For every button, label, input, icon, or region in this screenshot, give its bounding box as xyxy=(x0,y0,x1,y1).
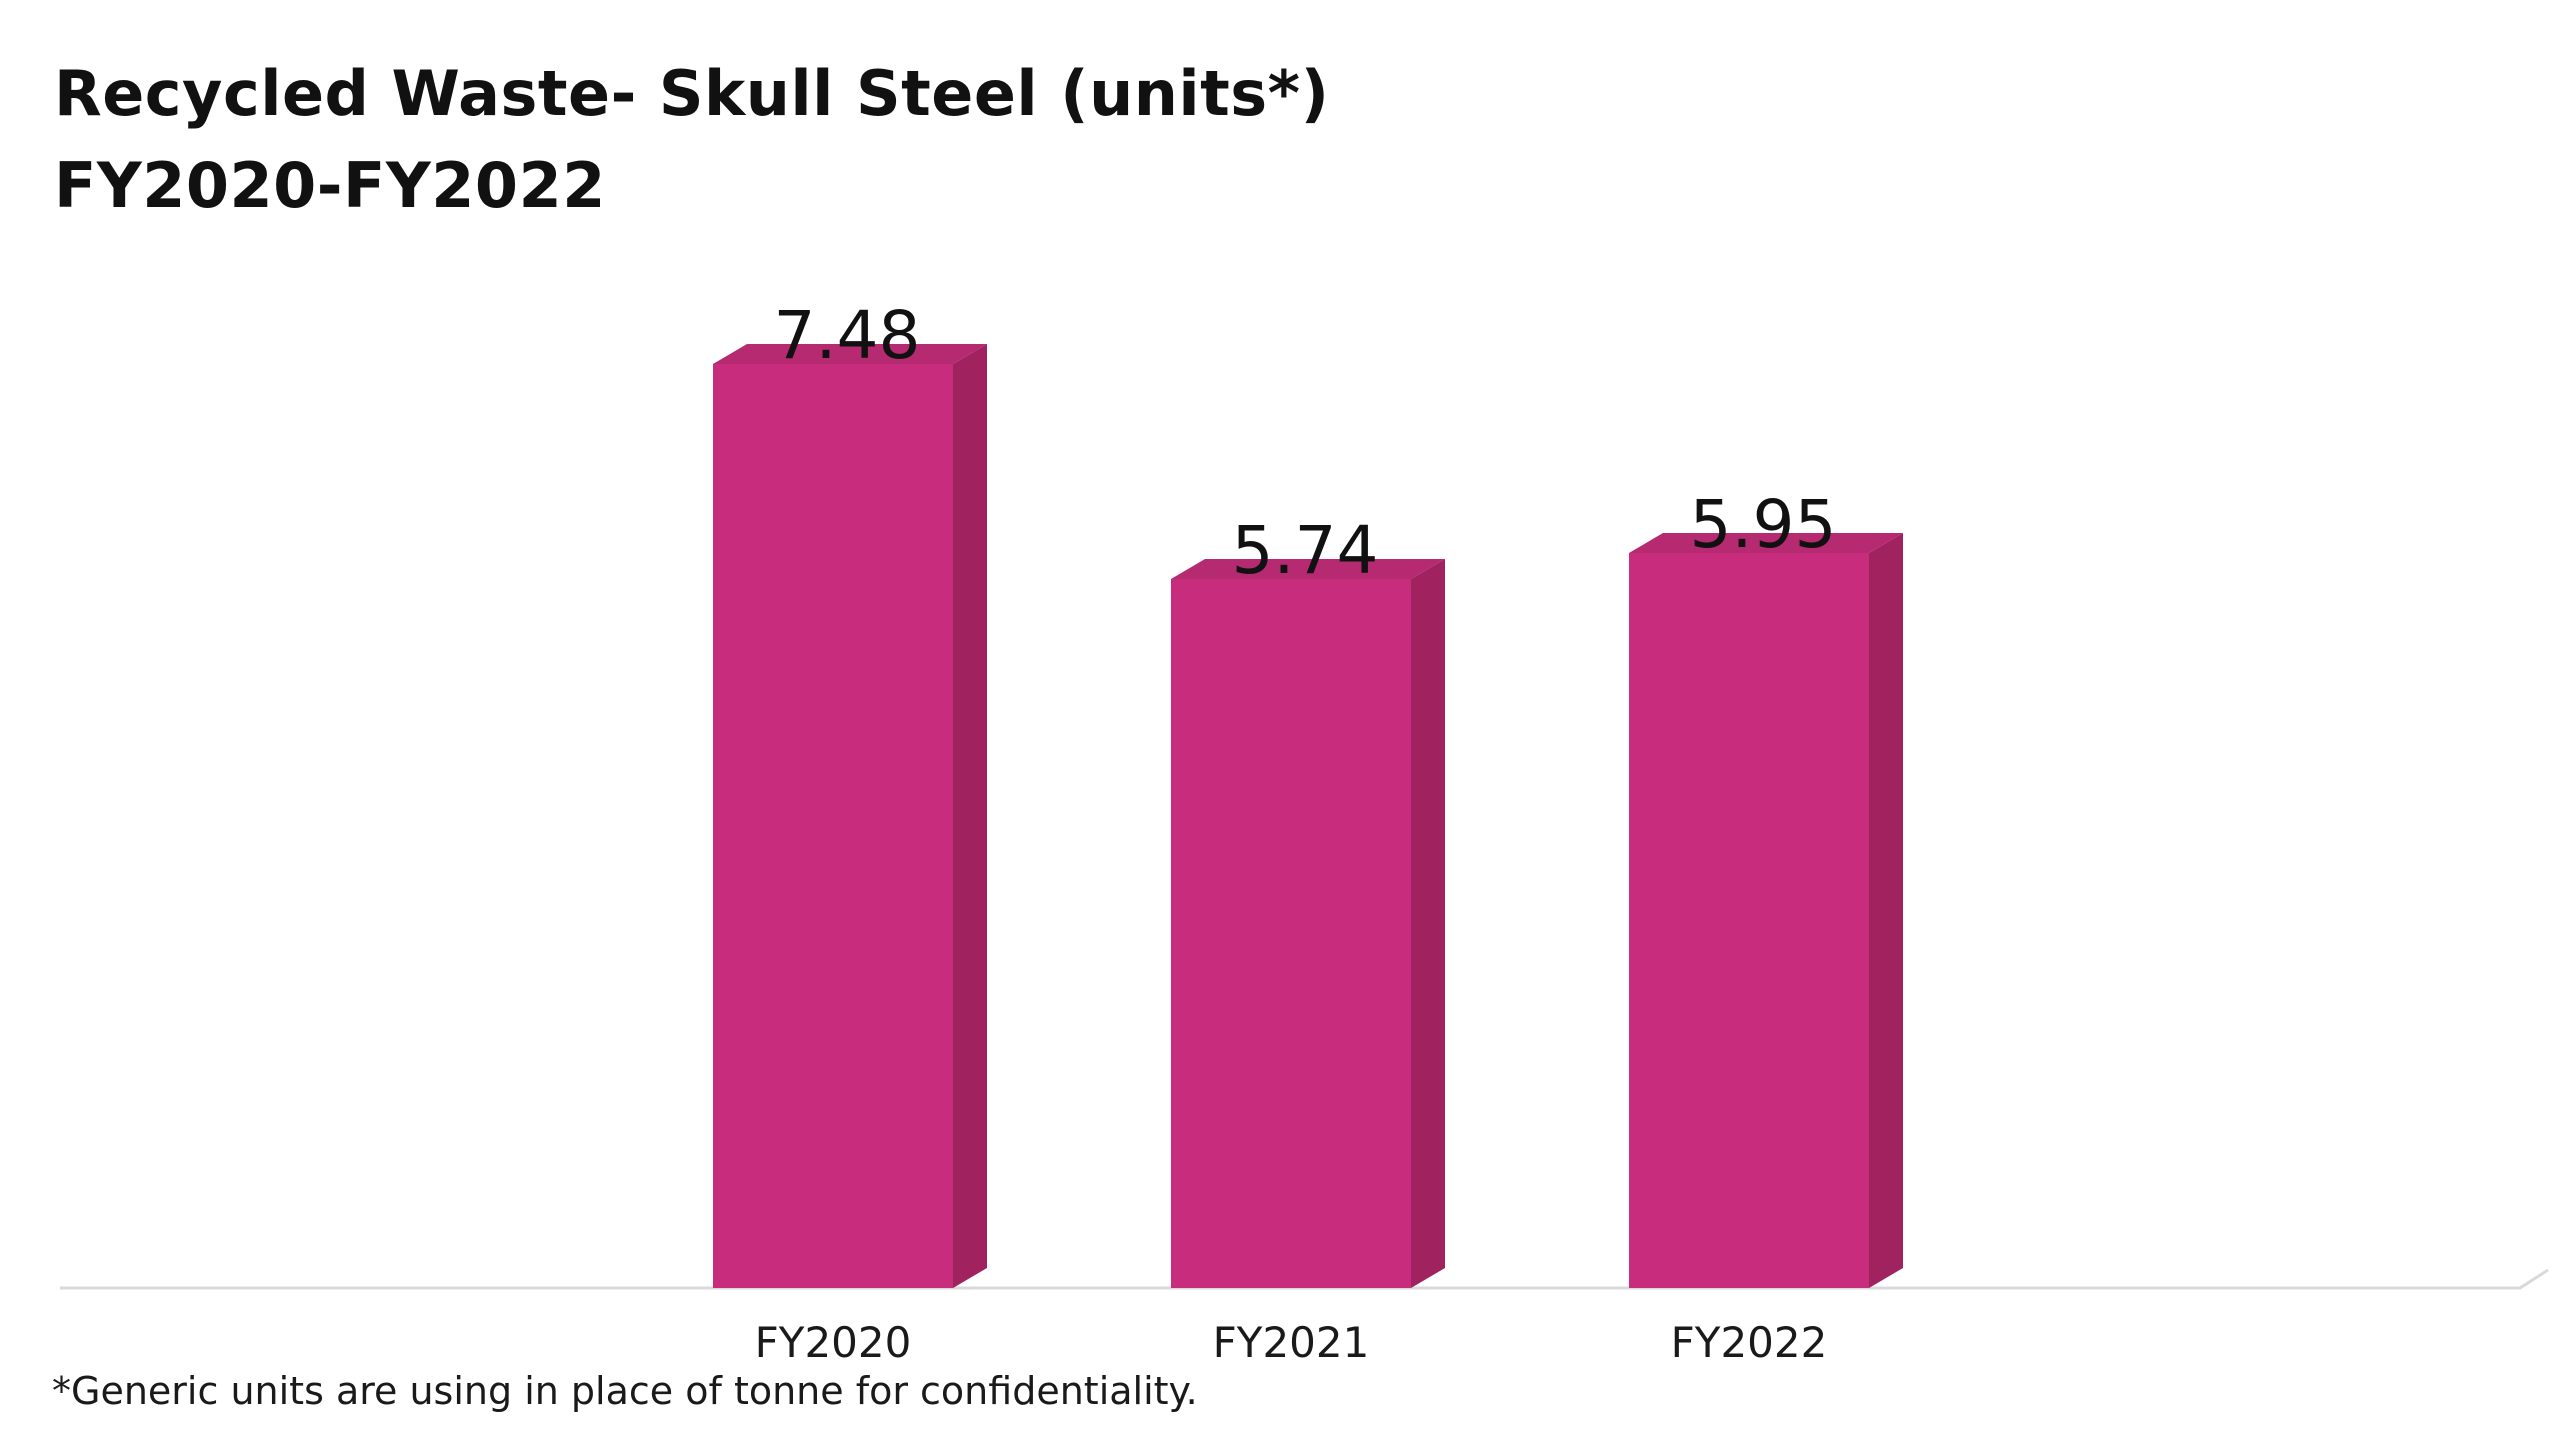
bar-top-fy2020 xyxy=(713,344,987,364)
bar-fy2021 xyxy=(1171,578,1411,1288)
data-label-fy2021: 5.74 xyxy=(1232,512,1379,589)
bar-fy2022 xyxy=(1629,553,1869,1288)
footnote: *Generic units are using in place of ton… xyxy=(52,1369,1198,1413)
bar-top-fy2022 xyxy=(1629,533,1903,553)
bar-side-fy2020 xyxy=(953,344,987,1288)
x-tick-label-fy2021: FY2021 xyxy=(1213,1318,1370,1367)
chart-title: Recycled Waste- Skull Steel (units*) FY2… xyxy=(54,48,1329,232)
bar-side-fy2022 xyxy=(1869,533,1903,1288)
chart-title-line-1: Recycled Waste- Skull Steel (units*) xyxy=(54,57,1330,130)
bar-top-fy2021 xyxy=(1171,558,1445,579)
data-label-fy2020: 7.48 xyxy=(774,297,921,374)
bar-fy2020 xyxy=(713,364,953,1288)
chart-title-line-2: FY2020-FY2022 xyxy=(54,149,606,222)
x-tick-label-fy2020: FY2020 xyxy=(755,1318,912,1367)
x-tick-label-fy2022: FY2022 xyxy=(1671,1318,1828,1367)
data-label-fy2022: 5.95 xyxy=(1690,486,1837,563)
bar-side-fy2021 xyxy=(1411,558,1445,1288)
